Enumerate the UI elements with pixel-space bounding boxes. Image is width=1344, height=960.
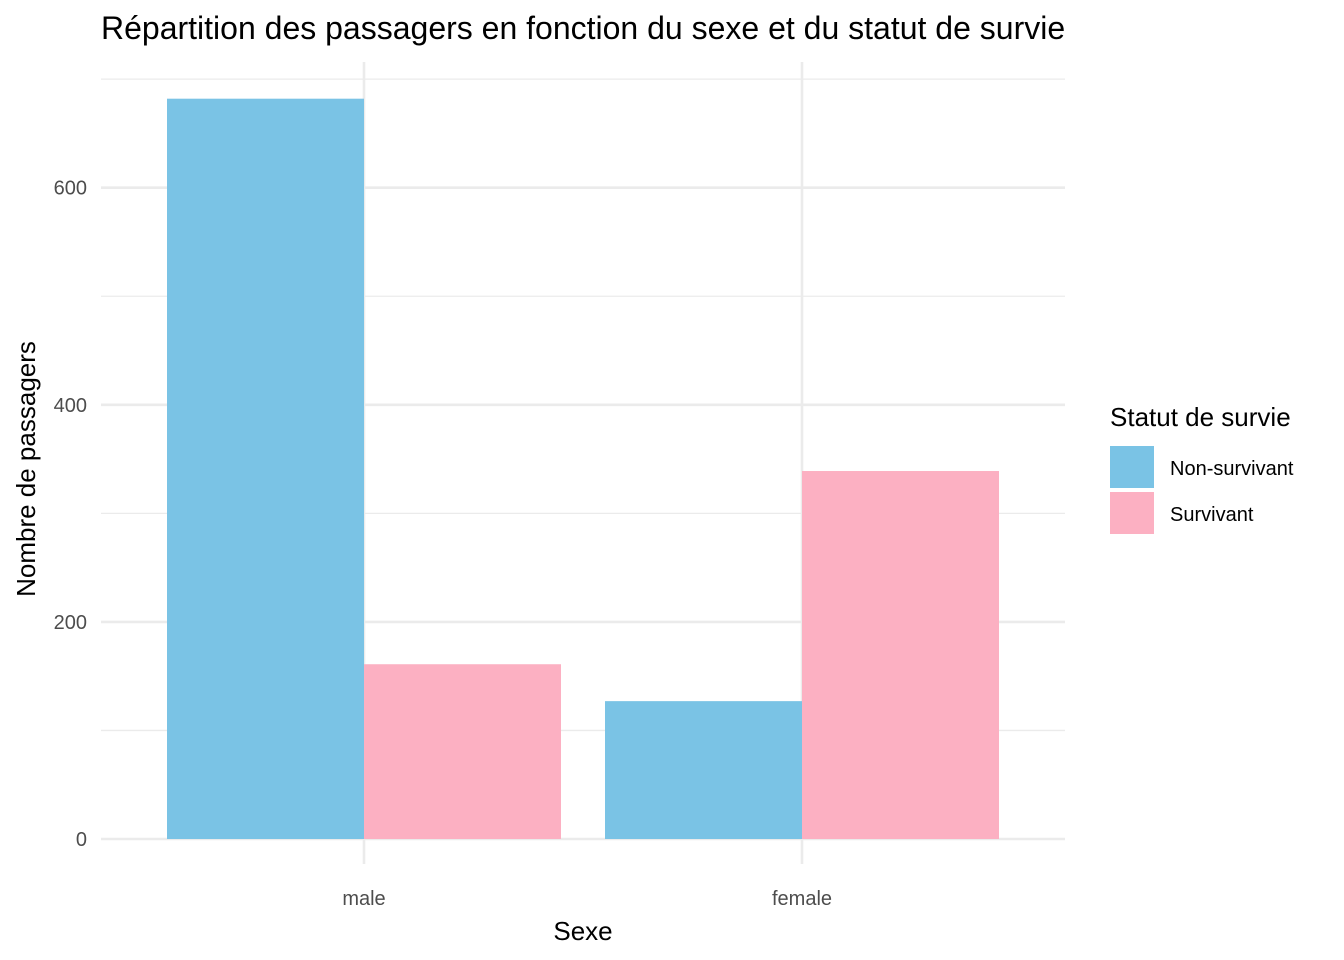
bar-male-non-survivant <box>167 98 364 839</box>
legend-title: Statut de survie <box>1110 402 1291 432</box>
bars <box>167 98 999 839</box>
x-tick-label: male <box>342 888 385 910</box>
x-axis-ticks: male female <box>342 888 832 910</box>
legend-swatch <box>1110 446 1154 488</box>
y-tick-label: 600 <box>54 178 87 200</box>
x-tick-label: female <box>772 888 832 910</box>
legend-items: Non-survivant Survivant <box>1110 446 1294 534</box>
y-tick-label: 200 <box>54 612 87 634</box>
y-tick-label: 0 <box>76 829 87 851</box>
legend-label: Non-survivant <box>1170 458 1294 480</box>
legend-swatch <box>1110 492 1154 534</box>
bar-male-survivant <box>364 664 561 839</box>
legend: Statut de survie Non-survivant Survivant <box>1110 402 1294 534</box>
x-axis-title: Sexe <box>553 916 612 946</box>
y-tick-label: 400 <box>54 395 87 417</box>
chart-title: Répartition des passagers en fonction du… <box>101 10 1065 46</box>
bar-female-survivant <box>802 471 999 839</box>
legend-label: Survivant <box>1170 504 1254 526</box>
y-axis-ticks: 0 200 400 600 <box>54 178 87 851</box>
bar-female-non-survivant <box>605 701 802 839</box>
y-axis-title: Nombre de passagers <box>11 341 41 597</box>
